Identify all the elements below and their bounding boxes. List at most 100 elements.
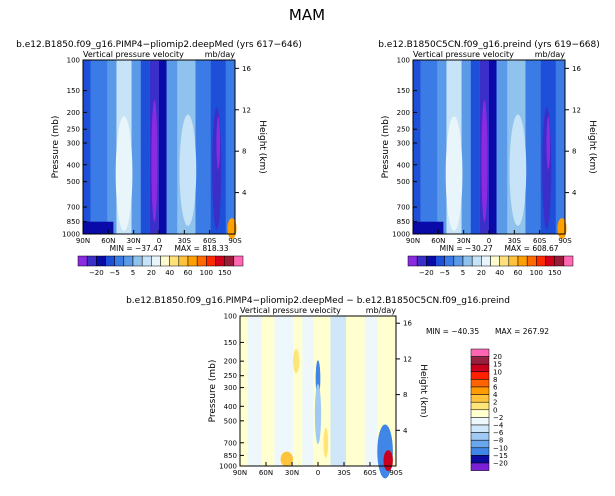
colorbar-label: −4 [493,422,504,430]
field-band [437,60,447,234]
y-tick-label: 250 [397,126,410,134]
colorbar-swatch [233,255,244,267]
colorbar-swatch [481,255,491,267]
x-tick-label: 60N [259,469,273,477]
colorbar-swatch [224,255,235,267]
x-tick-label: 90S [558,237,572,245]
x-tick-label: 30N [457,237,471,245]
field-cell [314,383,322,444]
colorbar-label: 0 [493,406,497,414]
y-right-axis-label: Height (km) [257,120,267,174]
colorbar-label: 150 [218,269,231,277]
y-tick-label: 700 [397,204,410,212]
colorbar-label: 150 [548,269,561,277]
field-band [496,60,508,234]
colorbar-swatch [196,255,207,267]
field-band [555,60,565,234]
field-band [302,316,314,466]
min-label: MIN = −40.35 [426,327,479,336]
y-tick-label: 250 [224,372,237,380]
colorbar-label: 4 [493,391,498,399]
colorbar-swatch [96,255,106,267]
x-tick-label: 60S [363,469,377,477]
colorbar-swatch [470,386,490,395]
field-band [274,316,294,466]
colorbar-swatch [470,356,490,365]
y-tick-label: 500 [224,417,237,425]
y-right-tick-label: 4 [403,427,408,435]
colorbar-swatch [470,455,490,464]
y-tick-label: 100 [397,57,410,65]
field-cell [481,99,488,222]
y-tick-label: 300 [397,140,410,148]
y-tick-label: 850 [224,452,237,460]
colorbar-swatch [470,432,490,441]
colorbar-swatch [426,255,436,267]
field-band [83,60,91,234]
colorbar-swatch [471,255,482,267]
y-tick-label: 400 [224,403,237,411]
field-band [131,60,141,234]
colorbar-swatch [444,255,455,267]
x-tick-label: 90N [76,237,90,245]
field-band [413,221,444,234]
field-band [364,316,378,466]
colorbar-label: 60 [184,269,193,277]
colorbar-swatch [470,371,490,380]
colorbar-label: −20 [493,460,508,468]
colorbar-swatch [490,255,500,267]
field-band [420,60,438,234]
field-band [140,60,150,234]
colorbar-label: 20 [493,353,502,361]
colorbar-label: 5 [461,269,465,277]
colorbar-swatch [470,462,490,471]
field-band [489,60,497,234]
y-tick-label: 200 [67,109,80,117]
colorbar-label: 40 [165,269,174,277]
panel-units: mb/day [535,50,566,59]
y-tick-label: 850 [397,218,410,226]
field-cell [293,349,300,374]
x-tick-label: 30S [508,237,522,245]
y-tick-label: 1000 [62,231,80,239]
colorbar-swatch [187,255,198,267]
colorbar-swatch [462,255,473,267]
colorbar-swatch [123,255,134,267]
colorbar-label: 20 [477,269,486,277]
y-right-tick-label: 16 [403,320,412,328]
colorbar-label: 40 [495,269,504,277]
y-right-axis-label: Height (km) [587,120,597,174]
y-right-tick-label: 8 [572,148,576,156]
panel-right: 90N 60N 30N 0 30S 60S 90S 100 150 200 250 300 400 500… [378,40,600,277]
y-tick-label: 150 [397,87,410,95]
y-tick-label: 250 [67,126,80,134]
colorbar-label: −15 [493,452,508,460]
colorbar-label: 10 [493,368,502,376]
x-tick-label: 60S [203,237,217,245]
x-tick-label: 30S [337,469,351,477]
colorbar-label: 15 [493,361,502,369]
colorbar-swatch [105,255,115,267]
panel-difference: 90N 60N 30N 0 30S 60S 90S100150200250300400500… [126,296,549,479]
colorbar-swatch [545,255,555,267]
y-tick-label: 150 [224,339,237,347]
colorbar-swatch [470,409,490,418]
field-band [413,60,421,234]
field-cell [216,116,221,170]
colorbar-swatch [151,255,161,267]
figure-title: MAM [289,6,325,24]
field-band [330,316,347,466]
field-cell [509,114,527,226]
x-tick-label: 60N [431,237,445,245]
x-tick-label: 30N [127,237,141,245]
colorbar-label: 100 [530,269,543,277]
x-tick-label: 30N [285,469,299,477]
panel-title: b.e12.B1850.f09_g16.PIMP4−pliomip2.deepM… [16,40,302,50]
colorbar-label: 6 [493,384,498,392]
colorbar-label: −2 [493,414,503,422]
colorbar-label: 60 [514,269,523,277]
field-cell [546,116,551,170]
field-band [470,60,480,234]
colorbar-swatch [470,417,490,426]
